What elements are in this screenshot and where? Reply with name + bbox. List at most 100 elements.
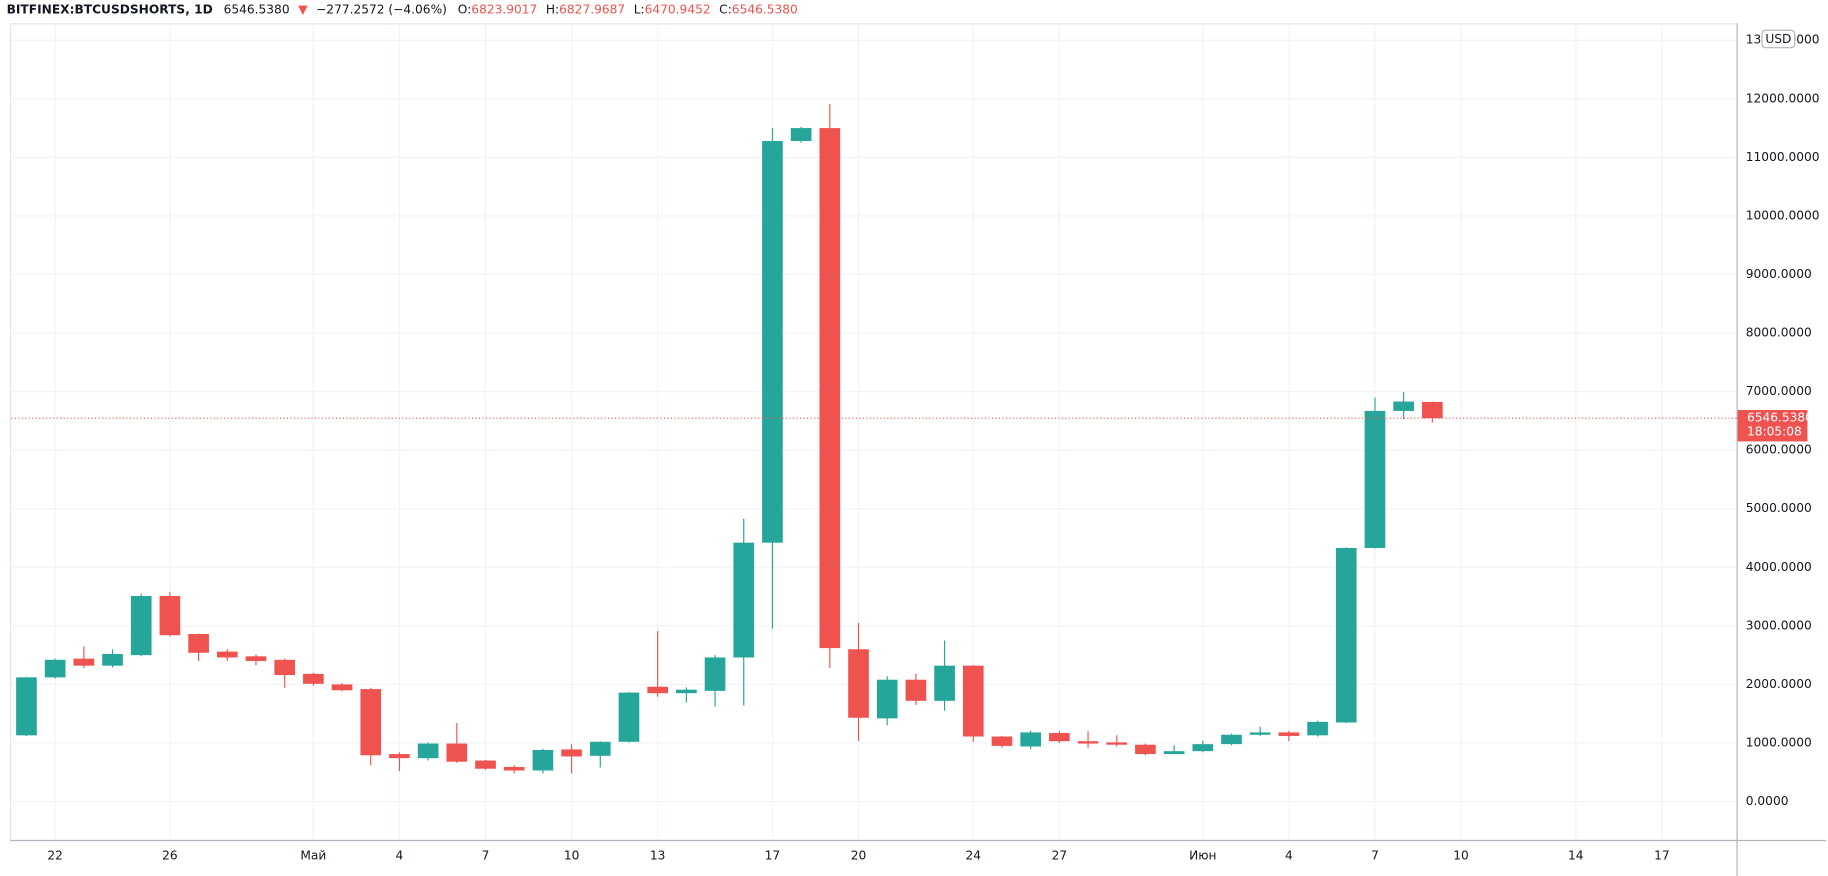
candle-body <box>1335 547 1357 723</box>
y-tick-label: 2000.0000 <box>1746 677 1812 691</box>
y-tick-label: 7000.0000 <box>1746 384 1812 398</box>
candle-body <box>446 743 468 762</box>
candle-body <box>44 659 66 678</box>
candle-body <box>589 741 611 756</box>
candle-body <box>159 595 181 636</box>
y-tick-label: 6000.0000 <box>1746 443 1812 457</box>
last-price: 6546.5380 <box>224 2 290 16</box>
candle-body <box>16 677 37 736</box>
candle-body <box>876 679 898 719</box>
change: −277.2572 (−4.06%) <box>316 2 447 16</box>
close-label: C: <box>719 2 732 16</box>
x-tick-label: 7 <box>482 849 490 863</box>
candle-body <box>1307 721 1328 736</box>
y-tick-label: 10000.0000 <box>1746 208 1820 222</box>
candle-body <box>389 754 410 759</box>
y-tick-label: 8000.0000 <box>1746 326 1812 340</box>
candle-body <box>245 656 267 661</box>
candle-body <box>676 689 697 694</box>
axes: 0.0000 1000.0000 2000.0000 3000.0000 4000.00… <box>47 29 1820 863</box>
candle-body <box>1422 401 1443 419</box>
candle-body <box>417 743 439 759</box>
candle-body <box>962 665 984 737</box>
candle-body <box>819 128 841 649</box>
open-value: 6823.9017 <box>471 2 537 16</box>
candle-body <box>188 634 209 653</box>
y-tick-label: 11000.0000 <box>1746 150 1820 164</box>
x-tick-label: 13 <box>650 849 666 863</box>
y-tick-label: 1000.0000 <box>1746 735 1812 749</box>
x-tick-label: 4 <box>1285 849 1293 863</box>
x-tick-label: 27 <box>1052 849 1068 863</box>
y-tick-label: 5000.0000 <box>1746 501 1812 515</box>
x-tick-label: 22 <box>47 849 63 863</box>
candle-body <box>130 595 152 656</box>
candle-body <box>360 689 382 756</box>
candle-body <box>704 657 726 691</box>
x-tick-label: 17 <box>1654 849 1670 863</box>
change-arrow: ▼ <box>298 2 308 16</box>
candle-body <box>274 659 296 676</box>
candle-body <box>934 665 955 701</box>
candle-body <box>561 749 582 757</box>
y-tick-label: 4000.0000 <box>1746 560 1812 574</box>
candle-body <box>618 692 640 742</box>
candle-body <box>762 140 783 543</box>
candle-body <box>532 749 554 771</box>
candle-body <box>216 651 238 658</box>
close-value: 6546.5380 <box>732 2 798 16</box>
x-tick-label: 24 <box>966 849 982 863</box>
y-tick-label: 9000.0000 <box>1746 267 1812 281</box>
candle-body <box>1106 742 1128 745</box>
y-tick-label: 3000.0000 <box>1746 618 1812 632</box>
x-tick-label: 10 <box>1453 849 1469 863</box>
x-tick-label: 26 <box>162 849 178 863</box>
currency-badge <box>1761 29 1796 49</box>
candle-body <box>1364 410 1386 548</box>
candle-body <box>303 673 324 684</box>
low-value: 6470.9452 <box>645 2 711 16</box>
last-price-label: 6546.5380 <box>1747 411 1813 425</box>
x-tick-label: 14 <box>1568 849 1584 863</box>
candle-body <box>790 128 812 141</box>
candle-body <box>331 684 353 691</box>
candle-body <box>1020 732 1041 747</box>
candle-body <box>848 649 869 718</box>
x-tick-label: 7 <box>1371 849 1379 863</box>
candle-body <box>905 679 927 701</box>
x-tick-label: Июн <box>1189 849 1216 863</box>
low-label: L: <box>634 2 645 16</box>
candle-body <box>1221 734 1242 745</box>
candle-body <box>1249 732 1271 735</box>
last-price-badge <box>1737 410 1808 442</box>
candle-body <box>1049 733 1070 742</box>
candle-body <box>1393 401 1414 411</box>
currency[interactable]: USD <box>1765 32 1791 46</box>
candle-body <box>1278 732 1300 736</box>
open-label: O: <box>458 2 472 16</box>
high-label: H: <box>546 2 559 16</box>
x-tick-label: 17 <box>765 849 781 863</box>
candle-body <box>102 653 123 666</box>
x-tick-label: 4 <box>396 849 404 863</box>
candle-body <box>1163 751 1185 755</box>
countdown: 18:05:08 <box>1747 425 1802 439</box>
candle-body <box>1135 744 1156 755</box>
candle-body <box>991 736 1013 746</box>
x-tick-label: Май <box>300 849 326 863</box>
y-tick-label: 12000.0000 <box>1746 91 1820 105</box>
candle-body <box>1077 741 1099 744</box>
high-value: 6827.9687 <box>559 2 625 16</box>
candle-body <box>1192 744 1214 752</box>
y-tick-label: 0.0000 <box>1746 794 1789 808</box>
candle-body <box>733 542 755 658</box>
x-tick-label: 20 <box>851 849 867 863</box>
candles <box>11 104 1737 774</box>
legend-line: BITFINEX:BTCUSDSHORTS, 1D 6546.5380 ▼ −2… <box>7 2 798 16</box>
candle-body <box>503 766 525 771</box>
candle-body <box>475 760 496 769</box>
candle-body <box>73 658 95 666</box>
symbol: BITFINEX:BTCUSDSHORTS, 1D <box>7 2 213 16</box>
